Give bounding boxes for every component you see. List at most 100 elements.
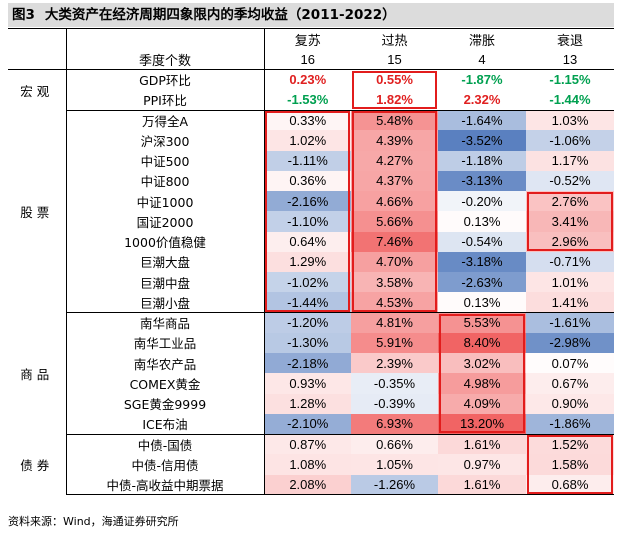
group-label: 债券 — [20, 457, 54, 473]
value-cell: -1.06% — [526, 130, 614, 151]
value-cell: 2.76% — [526, 191, 614, 212]
value-cell: -0.71% — [526, 251, 614, 272]
value-cell: 4.70% — [351, 251, 438, 272]
value-cell: -1.86% — [526, 413, 614, 435]
row-label: GDP环比 — [66, 69, 265, 90]
value-cell: 1.17% — [526, 150, 614, 171]
value-cell: 0.55% — [376, 72, 413, 88]
value-cell: -3.13% — [438, 170, 526, 191]
value-cell: 5.53% — [438, 312, 526, 333]
value-cell: -2.98% — [526, 332, 614, 353]
value-cell: 8.40% — [438, 332, 526, 353]
table-row: 商品 南华商品 -1.20% 4.81% 5.53% -1.61% — [8, 312, 614, 434]
value-cell: 1.82% — [351, 89, 438, 111]
value-cell: 1.28% — [264, 393, 351, 414]
value-cell: -1.26% — [351, 474, 438, 496]
value-cell: -1.18% — [438, 150, 526, 171]
value-cell: 2.39% — [351, 353, 438, 374]
source-note: 资料来源：Wind，海通证券研究所 — [8, 515, 179, 528]
table-row: 巨潮小盘 -1.44% 4.53% 0.13% 1.41% — [8, 292, 614, 314]
value-cell: 4.37% — [351, 170, 438, 191]
table-row: 南华农产品 -2.18% 2.39% 3.02% 0.07% — [8, 353, 614, 374]
row-label: 南华农产品 — [66, 353, 265, 374]
value-cell: 5.48% — [351, 110, 438, 131]
quarter-count-row: 季度个数 16 15 4 13 — [8, 49, 614, 71]
table-row: ICE布油 -2.10% 6.93% 13.20% -1.86% — [8, 413, 614, 435]
value-cell: 0.67% — [526, 373, 614, 394]
top-rule — [8, 28, 614, 29]
value-cell: 3.41% — [526, 211, 614, 232]
value-cell: 0.33% — [264, 110, 351, 131]
value-cell: -1.87% — [461, 72, 503, 88]
returns-grid: 复苏 过热 滞胀 衰退 季度个数 16 15 4 13 宏观 GDP环比 0.23% 0.55% -1.8… — [8, 29, 614, 496]
value-cell: -1.61% — [526, 312, 614, 333]
chart-title: 图3 大类资产在经济周期四象限内的季均收益（2011-2022） — [8, 3, 614, 27]
group-cell: 股票 — [8, 110, 67, 313]
table-row: 中证800 0.36% 4.37% -3.13% -0.52% — [8, 170, 614, 191]
value-cell: -1.44% — [526, 89, 614, 111]
table-row: 中证500 -1.11% 4.27% -1.18% 1.17% — [8, 150, 614, 171]
value-cell: -2.63% — [438, 272, 526, 293]
table-row: 1000价值稳健 0.64% 7.46% -0.54% 2.96% — [8, 231, 614, 252]
value-cell: 0.64% — [264, 231, 351, 252]
value-cell: -2.16% — [264, 191, 351, 212]
value-cell: -1.64% — [438, 110, 526, 131]
row-label: 万得全A — [66, 110, 265, 131]
group-label: 股票 — [20, 204, 54, 220]
column-header: 复苏 — [294, 33, 321, 49]
table-row: SGE黄金9999 1.28% -0.39% 4.09% 0.90% — [8, 393, 614, 414]
quarter-count-label: 季度个数 — [66, 49, 265, 71]
value-cell: 4.53% — [351, 292, 438, 314]
figure-title: 大类资产在经济周期四象限内的季均收益（2011-2022） — [44, 7, 396, 23]
value-cell: 0.97% — [438, 454, 526, 475]
value-cell: -1.10% — [264, 211, 351, 232]
value-cell: 0.13% — [438, 292, 526, 314]
value-cell: -1.30% — [264, 332, 351, 353]
table-row: 巨潮中盘 -1.02% 3.58% -2.63% 1.01% — [8, 272, 614, 293]
value-cell: 1.01% — [526, 272, 614, 293]
value-cell: -0.20% — [438, 191, 526, 212]
value-cell: -1.15% — [549, 72, 591, 88]
value-cell: -3.18% — [438, 251, 526, 272]
value-cell: -2.18% — [264, 353, 351, 374]
table-row: 沪深300 1.02% 4.39% -3.52% -1.06% — [8, 130, 614, 151]
row-label: 南华商品 — [66, 312, 265, 333]
value-cell: 5.91% — [351, 332, 438, 353]
row-label: 中债-高收益中期票据 — [66, 474, 265, 496]
value-cell: 4.27% — [351, 150, 438, 171]
table-row: 中债-高收益中期票据 2.08% -1.26% 1.61% 0.68% — [8, 474, 614, 496]
value-cell: 0.36% — [264, 170, 351, 191]
header-row: 复苏 过热 滞胀 衰退 — [8, 29, 614, 50]
value-cell: 1.08% — [264, 454, 351, 475]
value-cell: 4.81% — [351, 312, 438, 333]
table-row: 南华工业品 -1.30% 5.91% 8.40% -2.98% — [8, 332, 614, 353]
table-row: PPI环比 -1.53% 1.82% 2.32% -1.44% — [8, 89, 614, 111]
value-cell: 0.93% — [264, 373, 351, 394]
header-blank — [8, 29, 67, 50]
value-cell: 0.90% — [526, 393, 614, 414]
row-label: SGE黄金9999 — [66, 393, 265, 414]
row-label: 巨潮大盘 — [66, 251, 265, 272]
value-cell: 4.09% — [438, 393, 526, 414]
row-label: 中证500 — [66, 150, 265, 171]
value-cell: 4.98% — [438, 373, 526, 394]
row-label: 中证1000 — [66, 191, 265, 212]
value-cell: 0.13% — [438, 211, 526, 232]
group-cell: 债券 — [8, 434, 67, 495]
table-row: 巨潮大盘 1.29% 4.70% -3.18% -0.71% — [8, 251, 614, 272]
group-cell: 宏观 — [8, 69, 67, 110]
row-label: COMEX黄金 — [66, 373, 265, 394]
table-row: 宏观 GDP环比 0.23% 0.55% -1.87% -1.15% — [8, 69, 614, 110]
value-cell: -0.54% — [438, 231, 526, 252]
value-cell: 5.66% — [351, 211, 438, 232]
figure-number: 图3 — [12, 7, 35, 23]
header-blank-label — [66, 29, 265, 50]
count-blank — [8, 49, 67, 71]
value-cell: 2.32% — [438, 89, 526, 111]
value-cell: 1.02% — [264, 130, 351, 151]
value-cell: 1.41% — [526, 292, 614, 314]
value-cell: -0.52% — [526, 170, 614, 191]
value-cell: 4.39% — [351, 130, 438, 151]
value-cell: 1.29% — [264, 251, 351, 272]
value-cell: -0.35% — [351, 373, 438, 394]
